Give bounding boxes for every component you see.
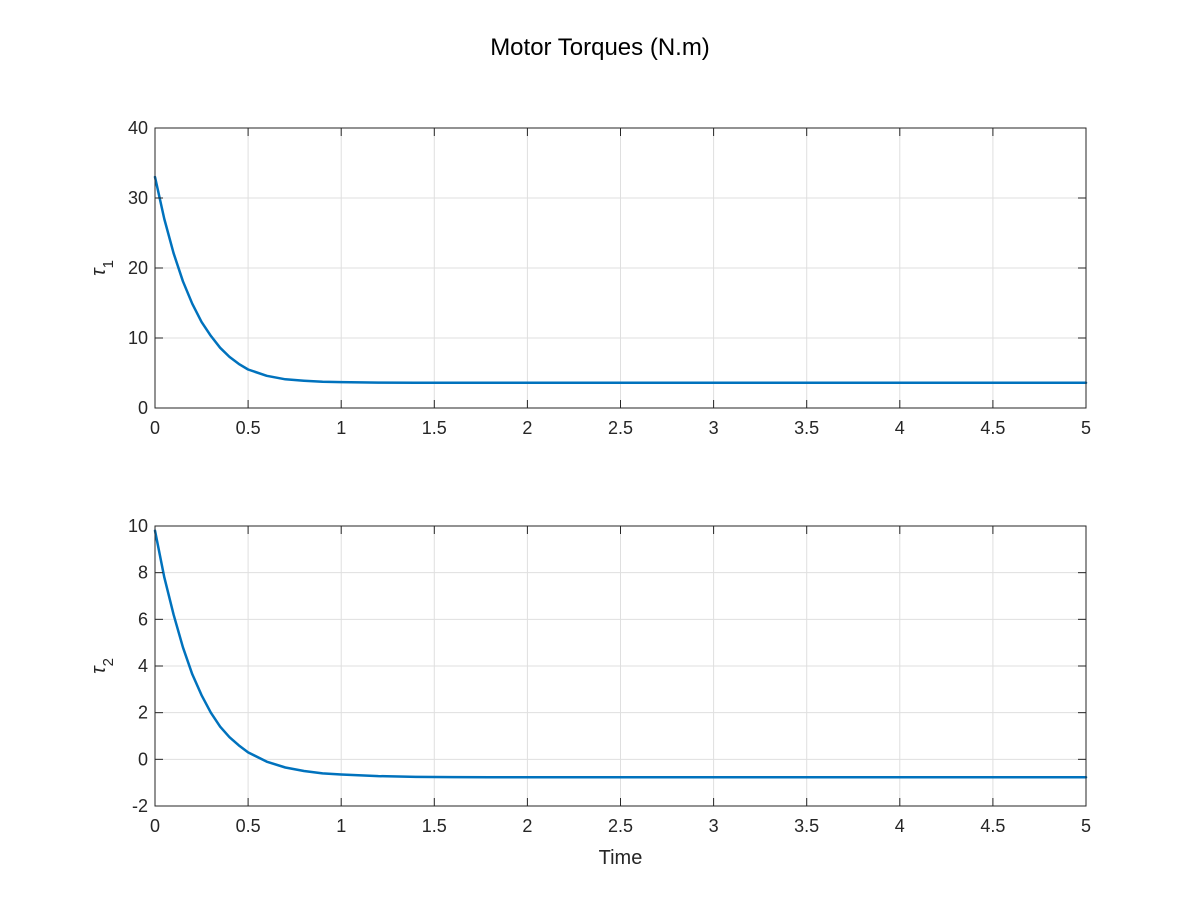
- subplot-tau1: 0 0.5 1 1.5 2 2.5 3 3.5 4 4.5 5 0 10 20 30 40 τ1: [88, 118, 1091, 438]
- x-tick-label: 3.5: [794, 816, 819, 836]
- y-tick-label: 40: [128, 118, 148, 138]
- y-tick-label: 10: [128, 328, 148, 348]
- x-tick-label: 4: [895, 418, 905, 438]
- subplot-tau2: 00.511.522.533.544.55-20246810τ2Time: [88, 516, 1091, 869]
- y-axis-label: τ1: [88, 260, 117, 276]
- y-tick-label: 8: [138, 563, 148, 583]
- x-tick-label: 4.5: [980, 418, 1005, 438]
- x-tick-label: 3: [709, 816, 719, 836]
- y-tick-label: 30: [128, 188, 148, 208]
- x-tick-label: 2: [522, 816, 532, 836]
- y-tick-label: 10: [128, 516, 148, 536]
- y-tick-label: 2: [138, 703, 148, 723]
- x-tick-label: 3.5: [794, 418, 819, 438]
- x-tick-label: 4.5: [980, 816, 1005, 836]
- y-tick-label: 4: [138, 656, 148, 676]
- x-tick-label: 0.5: [236, 418, 261, 438]
- x-tick-label: 2.5: [608, 816, 633, 836]
- y-tick-label: 6: [138, 609, 148, 629]
- x-tick-label: 1: [336, 816, 346, 836]
- x-tick-label: 3: [709, 418, 719, 438]
- x-tick-label: 2: [522, 418, 532, 438]
- y-tick-label: 0: [138, 398, 148, 418]
- y-tick-label: -2: [132, 796, 148, 816]
- y-tick-label: 20: [128, 258, 148, 278]
- x-tick-label: 0.5: [236, 816, 261, 836]
- y-axis-label-subscript: 1: [100, 260, 117, 268]
- x-tick-label: 5: [1081, 418, 1091, 438]
- x-axis-label: Time: [599, 847, 643, 869]
- x-tick-label: 0: [150, 816, 160, 836]
- figure-title: Motor Torques (N.m): [490, 34, 710, 61]
- y-tick-label: 0: [138, 749, 148, 769]
- x-tick-label: 5: [1081, 816, 1091, 836]
- x-tick-label: 1: [336, 418, 346, 438]
- x-tick-label: 2.5: [608, 418, 633, 438]
- y-axis-label-subscript: 2: [100, 658, 117, 666]
- x-tick-label: 1.5: [422, 418, 447, 438]
- x-tick-label: 4: [895, 816, 905, 836]
- y-axis-label: τ2: [88, 658, 117, 674]
- x-tick-label: 0: [150, 418, 160, 438]
- x-tick-label: 1.5: [422, 816, 447, 836]
